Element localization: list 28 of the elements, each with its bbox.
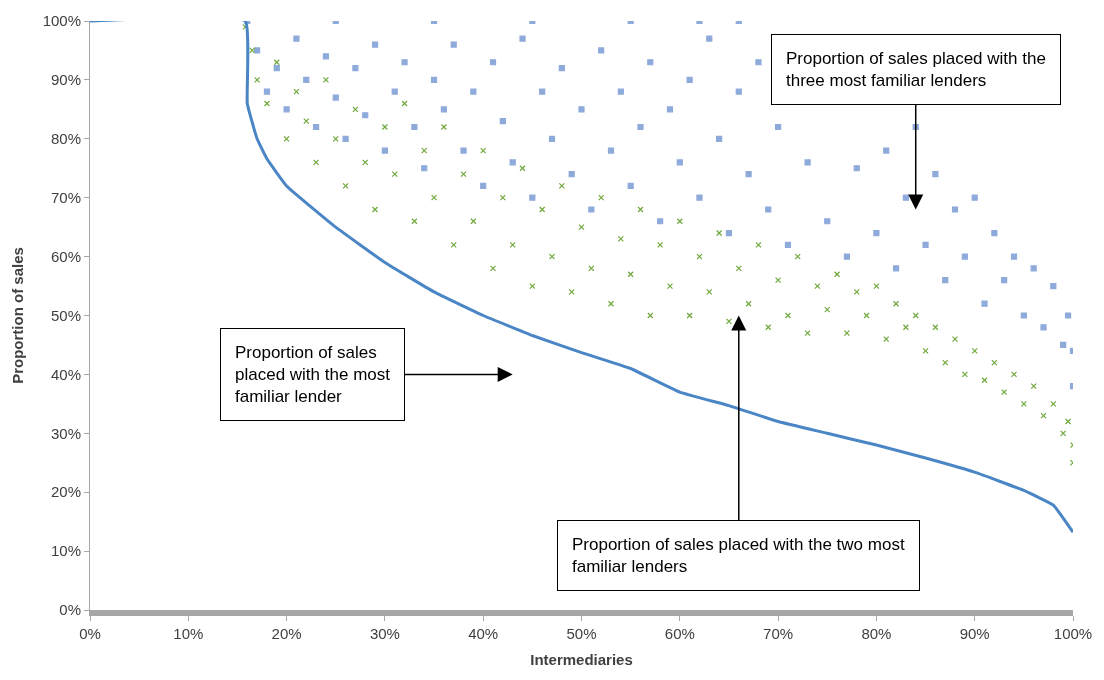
x-tick-label: 100% — [1053, 625, 1093, 642]
x-tick-label: 30% — [369, 625, 400, 642]
x-axis-title: Intermediaries — [530, 650, 633, 668]
y-tick-label: 30% — [50, 424, 81, 442]
y-tick-label: 100% — [42, 12, 81, 30]
y-tick-label: 70% — [50, 188, 81, 206]
annotation: Proportion of sales placed with the two most familiar lenders — [572, 535, 905, 577]
y-tick-label: 60% — [50, 247, 81, 265]
y-tick-label: 50% — [50, 306, 81, 324]
y-tick-label: 20% — [50, 483, 81, 501]
annotation: Proportion of sales placed with the most familiar lender — [235, 343, 391, 407]
x-tick-label: 70% — [763, 625, 794, 642]
y-tick-label: 80% — [50, 130, 81, 148]
annotation: Proportion of sales placed with the three most familiar lenders — [786, 49, 1046, 91]
x-tick-label: 90% — [959, 625, 990, 642]
x-tick-label: 0% — [79, 625, 101, 642]
y-tick-label: 90% — [50, 71, 81, 89]
y-tick-label: 10% — [50, 542, 81, 560]
x-tick-label: 50% — [566, 625, 597, 642]
y-tick-label: 40% — [50, 365, 81, 383]
y-axis-title: Proportion of sales — [8, 247, 26, 384]
x-tick-label: 80% — [861, 625, 892, 642]
x-tick-label: 20% — [271, 625, 302, 642]
x-tick-label: 10% — [173, 625, 204, 642]
line-series — [90, 21, 1073, 534]
y-tick-label: 0% — [59, 601, 81, 619]
x-tick-label: 40% — [468, 625, 499, 642]
x-tick-label: 60% — [664, 625, 695, 642]
